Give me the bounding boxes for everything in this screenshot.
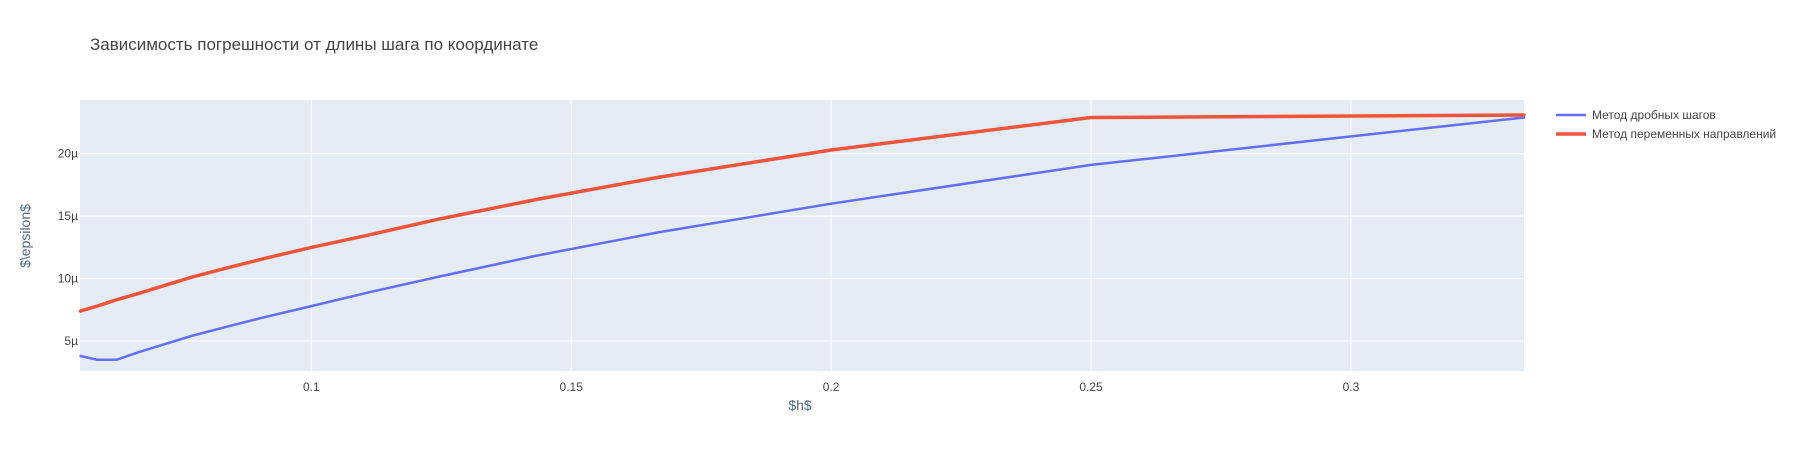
x-axis-title: $h$ <box>788 397 812 413</box>
plot-area <box>80 100 1524 371</box>
chart-title: Зависимость погрешности от длины шага по… <box>90 35 538 54</box>
y-axis-title: $\epsilon$ <box>17 204 33 268</box>
x-tick-label: 0.3 <box>1343 380 1360 394</box>
legend-label: Метод дробных шагов <box>1592 108 1716 122</box>
series-layer <box>78 113 1526 362</box>
y-tick-label: 5µ <box>64 334 78 348</box>
x-tick-label: 0.15 <box>560 380 584 394</box>
legend: Метод дробных шагов Метод переменных напр… <box>1556 108 1776 141</box>
x-tick-label: 0.2 <box>823 380 840 394</box>
legend-label: Метод переменных направлений <box>1592 127 1776 141</box>
y-axis: 5µ 10µ 15µ 20µ <box>58 147 78 348</box>
series-line-1 <box>79 116 1526 362</box>
legend-item-2[interactable]: Метод переменных направлений <box>1556 127 1776 141</box>
y-tick-label: 15µ <box>58 209 78 223</box>
x-tick-label: 0.1 <box>303 380 320 394</box>
y-tick-label: 20µ <box>58 147 78 161</box>
x-axis: 0.1 0.15 0.2 0.25 0.3 <box>303 380 1360 394</box>
legend-item-1[interactable]: Метод дробных шагов <box>1556 108 1716 122</box>
grid <box>80 100 1524 371</box>
x-tick-label: 0.25 <box>1079 380 1103 394</box>
y-tick-label: 10µ <box>58 272 78 286</box>
series-line-2 <box>78 113 1526 313</box>
